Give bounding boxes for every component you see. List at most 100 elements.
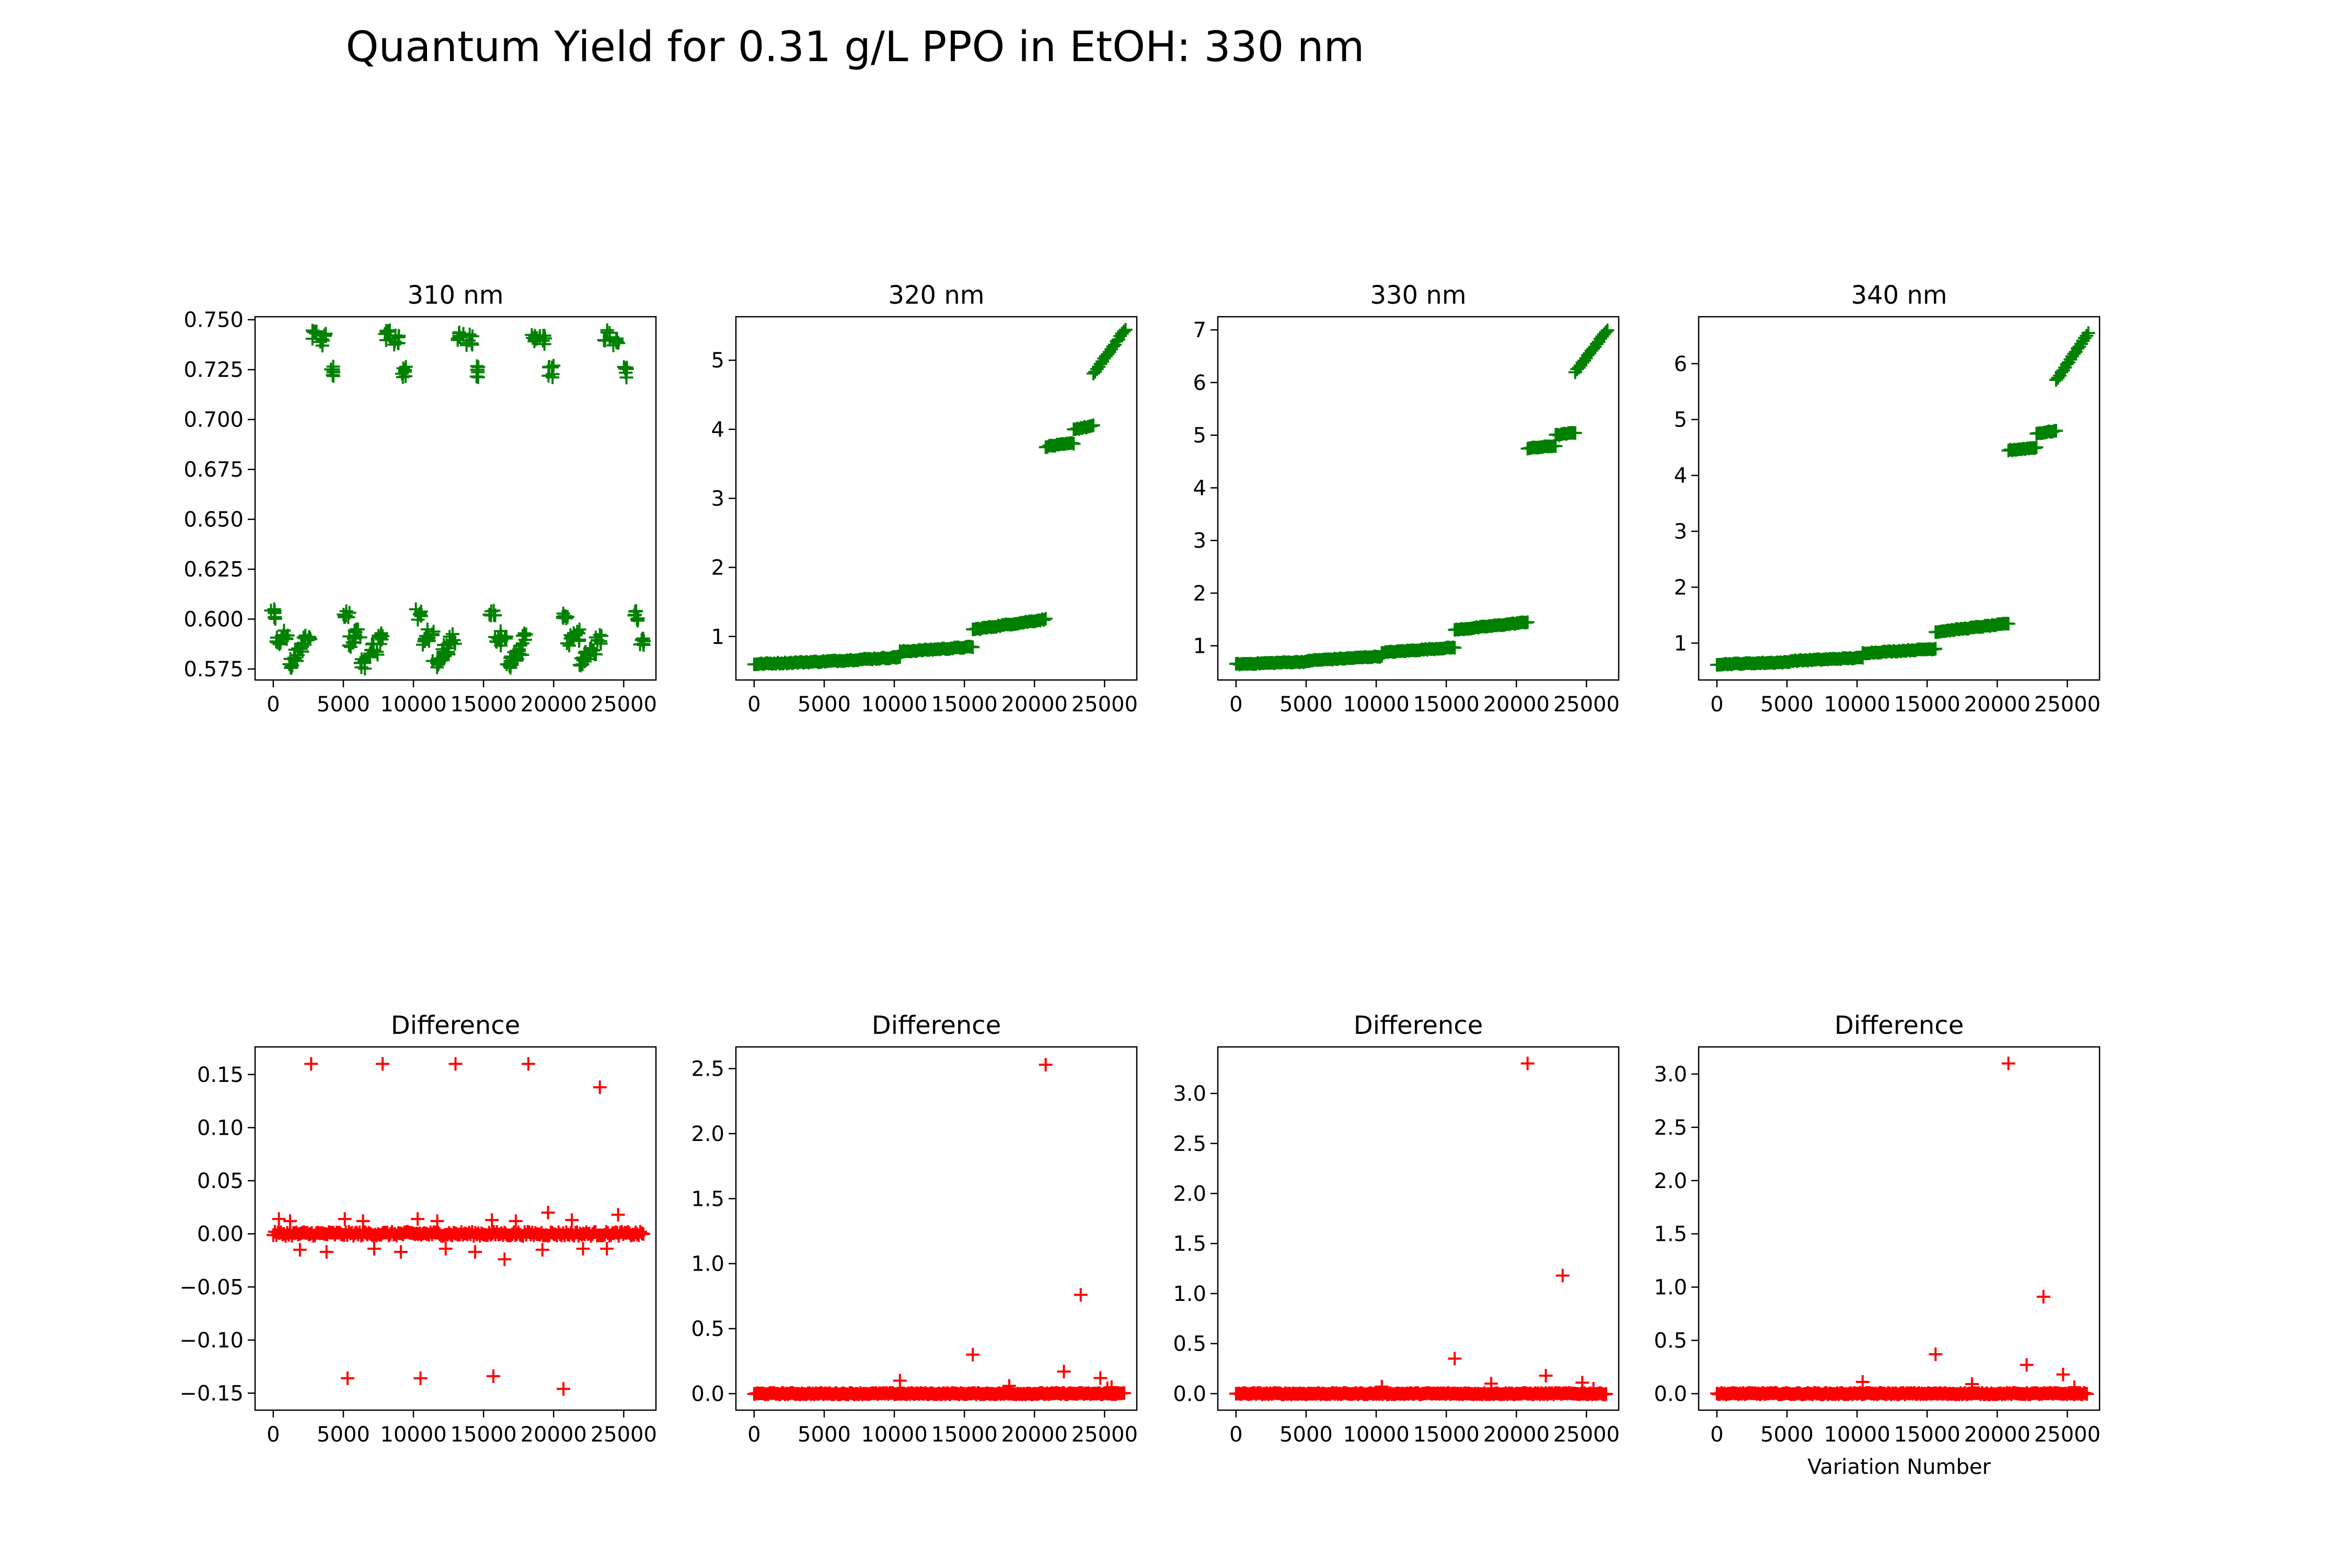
data-series xyxy=(1229,1056,1613,1401)
x-tick-label: 5000 xyxy=(317,1423,370,1447)
data-point xyxy=(535,1243,549,1257)
x-tick-label: 5000 xyxy=(1760,693,1814,717)
data-point xyxy=(2080,1387,2094,1401)
subplot-4: 340 nm 0 5000 10000 15000 20000 25000 1 2 3 4 5 6 xyxy=(1674,281,2101,717)
y-tick-label: 0.625 xyxy=(183,558,244,582)
data-point xyxy=(597,333,611,347)
axes-frame xyxy=(1698,316,2101,681)
y-tick-label: 1.0 xyxy=(1654,1276,1687,1300)
y-tick-label: 0.05 xyxy=(197,1169,244,1193)
x-tick-label: 15000 xyxy=(451,1423,517,1447)
x-tick-label: 5000 xyxy=(317,693,370,717)
data-point xyxy=(1074,1288,1088,1302)
data-point xyxy=(557,609,571,623)
data-point xyxy=(459,336,474,350)
data-point xyxy=(1067,436,1081,451)
data-series xyxy=(747,322,1133,672)
data-point xyxy=(1555,1269,1570,1283)
data-point xyxy=(447,633,461,647)
data-point xyxy=(611,1208,625,1222)
data-point xyxy=(618,362,632,376)
data-point xyxy=(635,633,649,647)
y-tick-label: 4 xyxy=(1674,464,1687,488)
x-tick-label: 5000 xyxy=(1760,1423,1814,1447)
data-point xyxy=(1484,1377,1498,1391)
data-point xyxy=(272,1212,286,1226)
y-tick-label: 1.5 xyxy=(1654,1223,1687,1247)
data-point xyxy=(1575,1376,1589,1390)
data-point xyxy=(339,608,353,622)
data-point xyxy=(1855,1375,1870,1389)
subplot-1: 310 nm 0 5000 10000 15000 20000 25000 0.575 0.60… xyxy=(183,281,656,717)
y-tick-label: 0.575 xyxy=(183,658,244,682)
x-axis: 0 5000 10000 15000 20000 25000 xyxy=(747,680,1138,717)
data-point xyxy=(411,1212,425,1226)
data-point xyxy=(600,323,614,337)
x-axis-label: Variation Number xyxy=(1807,1455,1991,1479)
data-point xyxy=(541,368,556,383)
data-point xyxy=(1375,1380,1389,1394)
y-tick-label: −0.05 xyxy=(179,1275,244,1299)
data-point xyxy=(521,1057,535,1071)
x-tick-label: 15000 xyxy=(931,1423,998,1447)
data-point xyxy=(494,629,508,643)
x-tick-label: 20000 xyxy=(1001,1423,1068,1447)
x-tick-label: 20000 xyxy=(1964,1423,2031,1447)
subplot-title: Difference xyxy=(872,1011,1001,1040)
y-tick-label: 1.5 xyxy=(1173,1232,1206,1256)
data-point xyxy=(441,647,455,661)
data-point xyxy=(2081,326,2095,340)
x-tick-label: 25000 xyxy=(1071,1423,1138,1447)
subplot-title: 310 nm xyxy=(407,281,503,310)
x-tick-label: 5000 xyxy=(798,693,851,717)
y-tick-label: 0.0 xyxy=(1173,1382,1206,1406)
x-axis: 0 5000 10000 15000 20000 25000 xyxy=(747,1410,1138,1447)
data-point xyxy=(279,631,293,645)
data-point xyxy=(351,622,365,637)
data-point xyxy=(2030,440,2044,454)
data-point xyxy=(426,625,441,639)
data-point xyxy=(637,634,651,648)
y-tick-label: 3 xyxy=(1193,529,1206,553)
subplot-5: Difference 0 5000 10000 15000 20000 25000 −0.15… xyxy=(179,1011,657,1447)
x-tick-label: 10000 xyxy=(861,693,927,717)
data-point xyxy=(1002,1379,1016,1393)
data-point xyxy=(636,1227,650,1241)
y-tick-label: 0.00 xyxy=(197,1223,244,1247)
plot-area xyxy=(1699,1047,2100,1410)
data-point xyxy=(619,371,633,385)
y-tick-label: −0.10 xyxy=(179,1329,244,1353)
data-point xyxy=(1100,1381,1114,1396)
data-series xyxy=(1229,324,1615,672)
subplot-title: 340 nm xyxy=(1851,281,1947,310)
x-tick-label: 20000 xyxy=(1001,693,1068,717)
figure-title: Quantum Yield for 0.31 g/L PPO in EtOH: … xyxy=(346,22,1365,71)
y-tick-label: 2.5 xyxy=(691,1057,724,1081)
y-tick-label: 3.0 xyxy=(1654,1063,1687,1087)
data-point xyxy=(565,1213,579,1227)
data-point xyxy=(536,333,550,348)
y-tick-label: 2.5 xyxy=(1654,1116,1687,1140)
data-point xyxy=(298,631,312,645)
x-tick-label: 25000 xyxy=(1071,693,1138,717)
y-tick-label: 3 xyxy=(711,487,724,511)
data-point xyxy=(606,338,620,352)
x-tick-label: 0 xyxy=(1229,693,1242,717)
data-point xyxy=(557,1382,570,1396)
data-point xyxy=(1539,1368,1553,1382)
x-axis: 0 5000 10000 15000 20000 25000 xyxy=(1710,1410,2101,1447)
y-tick-label: 4 xyxy=(1193,476,1206,500)
data-point xyxy=(570,625,584,639)
y-tick-label: 1 xyxy=(1674,631,1687,655)
data-point xyxy=(451,331,465,345)
x-tick-label: 15000 xyxy=(931,693,998,717)
plot-area xyxy=(736,317,1137,680)
y-tick-label: 2.0 xyxy=(1654,1169,1687,1193)
subplot-title: 330 nm xyxy=(1370,281,1466,310)
data-point xyxy=(1057,1365,1071,1379)
y-tick-label: 0.700 xyxy=(183,408,244,432)
x-tick-label: 25000 xyxy=(1553,1423,1620,1447)
y-tick-label: 7 xyxy=(1193,318,1206,342)
x-tick-label: 20000 xyxy=(1483,1423,1550,1447)
y-tick-label: 5 xyxy=(1193,424,1206,448)
